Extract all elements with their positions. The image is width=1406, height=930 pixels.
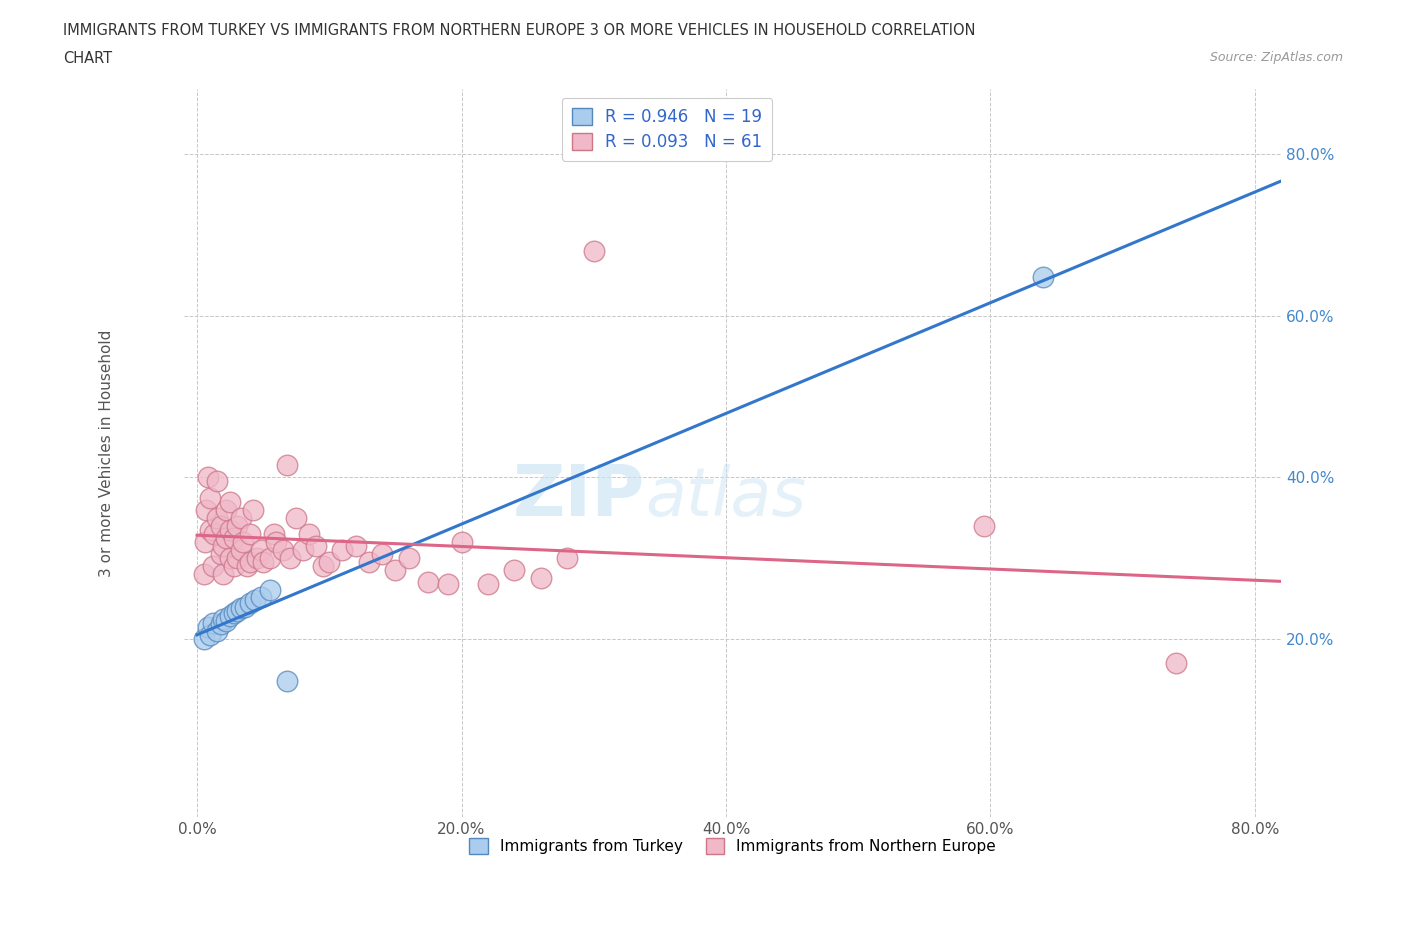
Point xyxy=(305,538,328,553)
Point xyxy=(252,554,274,569)
Point xyxy=(229,601,252,616)
Point xyxy=(194,535,217,550)
Point xyxy=(205,623,228,638)
Point xyxy=(437,577,460,591)
Point xyxy=(245,592,267,607)
Point xyxy=(215,530,238,545)
Point xyxy=(215,502,238,517)
Point xyxy=(201,559,224,574)
Text: Source: ZipAtlas.com: Source: ZipAtlas.com xyxy=(1209,51,1343,64)
Point xyxy=(276,458,298,472)
Point xyxy=(200,628,222,643)
Point xyxy=(242,502,264,517)
Point xyxy=(332,542,354,557)
Text: ZIP: ZIP xyxy=(513,462,645,531)
Point xyxy=(193,566,215,581)
Point xyxy=(212,538,235,553)
Point xyxy=(249,542,271,557)
Legend: Immigrants from Turkey, Immigrants from Northern Europe: Immigrants from Turkey, Immigrants from … xyxy=(463,831,1002,860)
Point xyxy=(232,535,254,550)
Point xyxy=(259,551,281,565)
Point xyxy=(245,551,267,565)
Point xyxy=(450,535,472,550)
Point xyxy=(229,511,252,525)
Point xyxy=(1032,270,1054,285)
Point xyxy=(193,631,215,646)
Point xyxy=(291,542,314,557)
Y-axis label: 3 or more Vehicles in Household: 3 or more Vehicles in Household xyxy=(100,329,114,577)
Point xyxy=(1164,656,1187,671)
Point xyxy=(276,673,298,688)
Point xyxy=(344,538,367,553)
Point xyxy=(271,542,294,557)
Point xyxy=(311,559,333,574)
Point xyxy=(582,244,605,259)
Point xyxy=(259,583,281,598)
Point xyxy=(249,590,271,604)
Point xyxy=(239,554,262,569)
Point xyxy=(236,559,259,574)
Point xyxy=(263,526,285,541)
Point xyxy=(503,563,526,578)
Point xyxy=(477,577,499,591)
Point xyxy=(219,523,242,538)
Point xyxy=(418,575,440,590)
Point xyxy=(209,518,232,533)
Point xyxy=(357,554,380,569)
Point xyxy=(201,616,224,631)
Point xyxy=(371,547,394,562)
Text: atlas: atlas xyxy=(645,464,806,530)
Point xyxy=(398,551,420,565)
Point xyxy=(530,571,553,586)
Point xyxy=(222,559,245,574)
Point xyxy=(239,595,262,610)
Point xyxy=(212,566,235,581)
Point xyxy=(212,611,235,626)
Text: IMMIGRANTS FROM TURKEY VS IMMIGRANTS FROM NORTHERN EUROPE 3 OR MORE VEHICLES IN : IMMIGRANTS FROM TURKEY VS IMMIGRANTS FRO… xyxy=(63,23,976,38)
Point xyxy=(215,614,238,629)
Point xyxy=(197,619,219,634)
Point xyxy=(219,551,242,565)
Point xyxy=(219,494,242,509)
Point xyxy=(233,599,256,614)
Point xyxy=(973,518,995,533)
Point xyxy=(318,554,340,569)
Point xyxy=(205,474,228,489)
Point xyxy=(278,551,301,565)
Point xyxy=(555,551,578,565)
Point xyxy=(219,609,242,624)
Point xyxy=(209,617,232,631)
Point xyxy=(195,502,218,517)
Point xyxy=(197,470,219,485)
Point xyxy=(205,511,228,525)
Point xyxy=(202,526,225,541)
Point xyxy=(222,605,245,620)
Point xyxy=(239,526,262,541)
Point xyxy=(298,526,321,541)
Point xyxy=(229,542,252,557)
Point xyxy=(209,547,232,562)
Point xyxy=(200,523,222,538)
Point xyxy=(200,490,222,505)
Point xyxy=(266,535,288,550)
Point xyxy=(285,511,308,525)
Point xyxy=(384,563,406,578)
Point xyxy=(225,551,247,565)
Point xyxy=(225,604,247,618)
Point xyxy=(222,530,245,545)
Text: CHART: CHART xyxy=(63,51,112,66)
Point xyxy=(225,518,247,533)
